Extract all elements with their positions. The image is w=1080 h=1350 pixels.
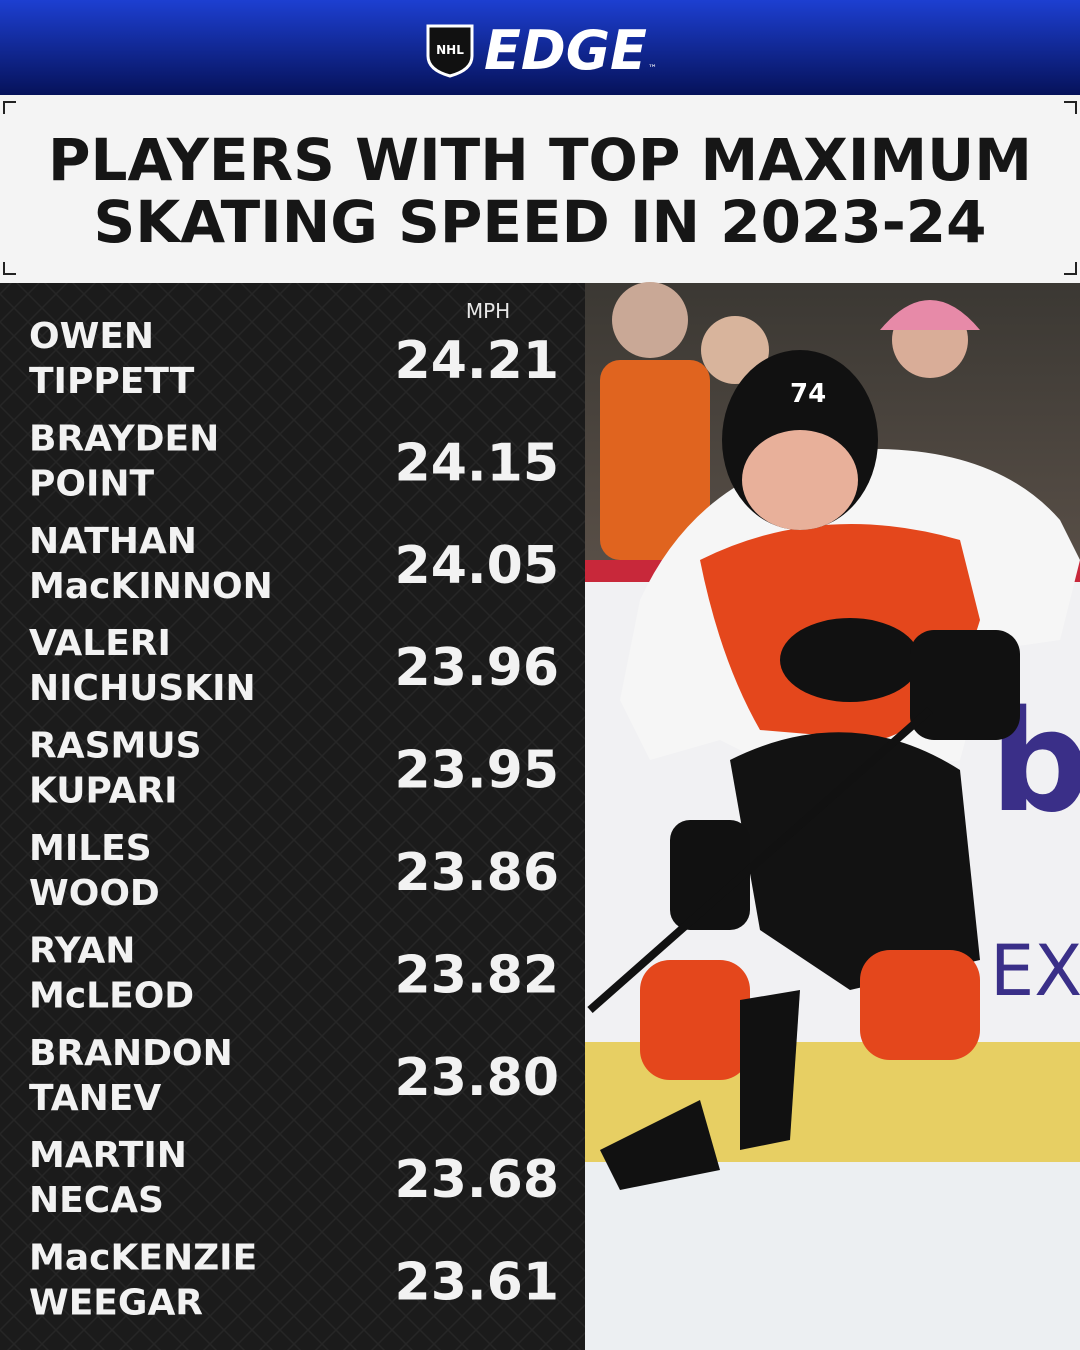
player-name: WOOD — [29, 873, 160, 914]
svg-text:EXE: EXE — [990, 930, 1080, 1012]
header-bar — [0, 0, 1080, 95]
player-name: BRAYDEN — [29, 418, 219, 459]
svg-text:74: 74 — [790, 379, 826, 409]
player-name: POINT — [29, 463, 155, 504]
speed: 23.82 — [395, 945, 559, 1005]
speed: 24.15 — [395, 433, 559, 493]
title-box — [0, 95, 1080, 283]
title-line: SKATING SPEED IN 2023-24 — [94, 188, 987, 256]
player-name: VALERI — [29, 623, 171, 664]
speed: 23.86 — [395, 843, 559, 903]
player-name: OWEN — [29, 316, 154, 357]
player-name: MARTIN — [29, 1135, 187, 1176]
title-line: PLAYERS WITH TOP MAXIMUM — [48, 126, 1032, 194]
player-name: McLEOD — [29, 975, 194, 1016]
speed: 24.21 — [395, 331, 559, 391]
player-name: BRANDON — [29, 1033, 233, 1074]
player-photo: be EXE 74 — [585, 282, 1080, 1350]
player-name: KUPARI — [29, 771, 178, 812]
corner-marks — [3, 101, 1077, 275]
speed: 23.68 — [395, 1150, 559, 1210]
player-name: WEEGAR — [29, 1283, 203, 1324]
trademark: ™ — [648, 64, 657, 74]
player-name: MacKINNON — [29, 566, 273, 607]
player-name: RASMUS — [29, 726, 202, 767]
player-name: MILES — [29, 828, 152, 869]
player-name: RYAN — [29, 930, 135, 971]
player-name: TANEV — [29, 1078, 161, 1119]
table-panel — [0, 283, 585, 1350]
speed: 23.96 — [395, 638, 559, 698]
speed: 23.61 — [395, 1253, 559, 1313]
logo-badge: NHL — [436, 43, 464, 57]
player-name: MacKENZIE — [29, 1238, 257, 1279]
player-name: TIPPETT — [29, 361, 195, 402]
player-name: NICHUSKIN — [29, 668, 256, 709]
player-name: NATHAN — [29, 521, 197, 562]
unit-label: MPH — [466, 299, 510, 323]
brand: EDGE — [484, 19, 647, 82]
speed: 23.80 — [395, 1048, 559, 1108]
nhl-shield — [426, 24, 474, 78]
speed: 24.05 — [395, 536, 559, 596]
speed: 23.95 — [395, 741, 559, 801]
player-name: NECAS — [29, 1180, 164, 1221]
